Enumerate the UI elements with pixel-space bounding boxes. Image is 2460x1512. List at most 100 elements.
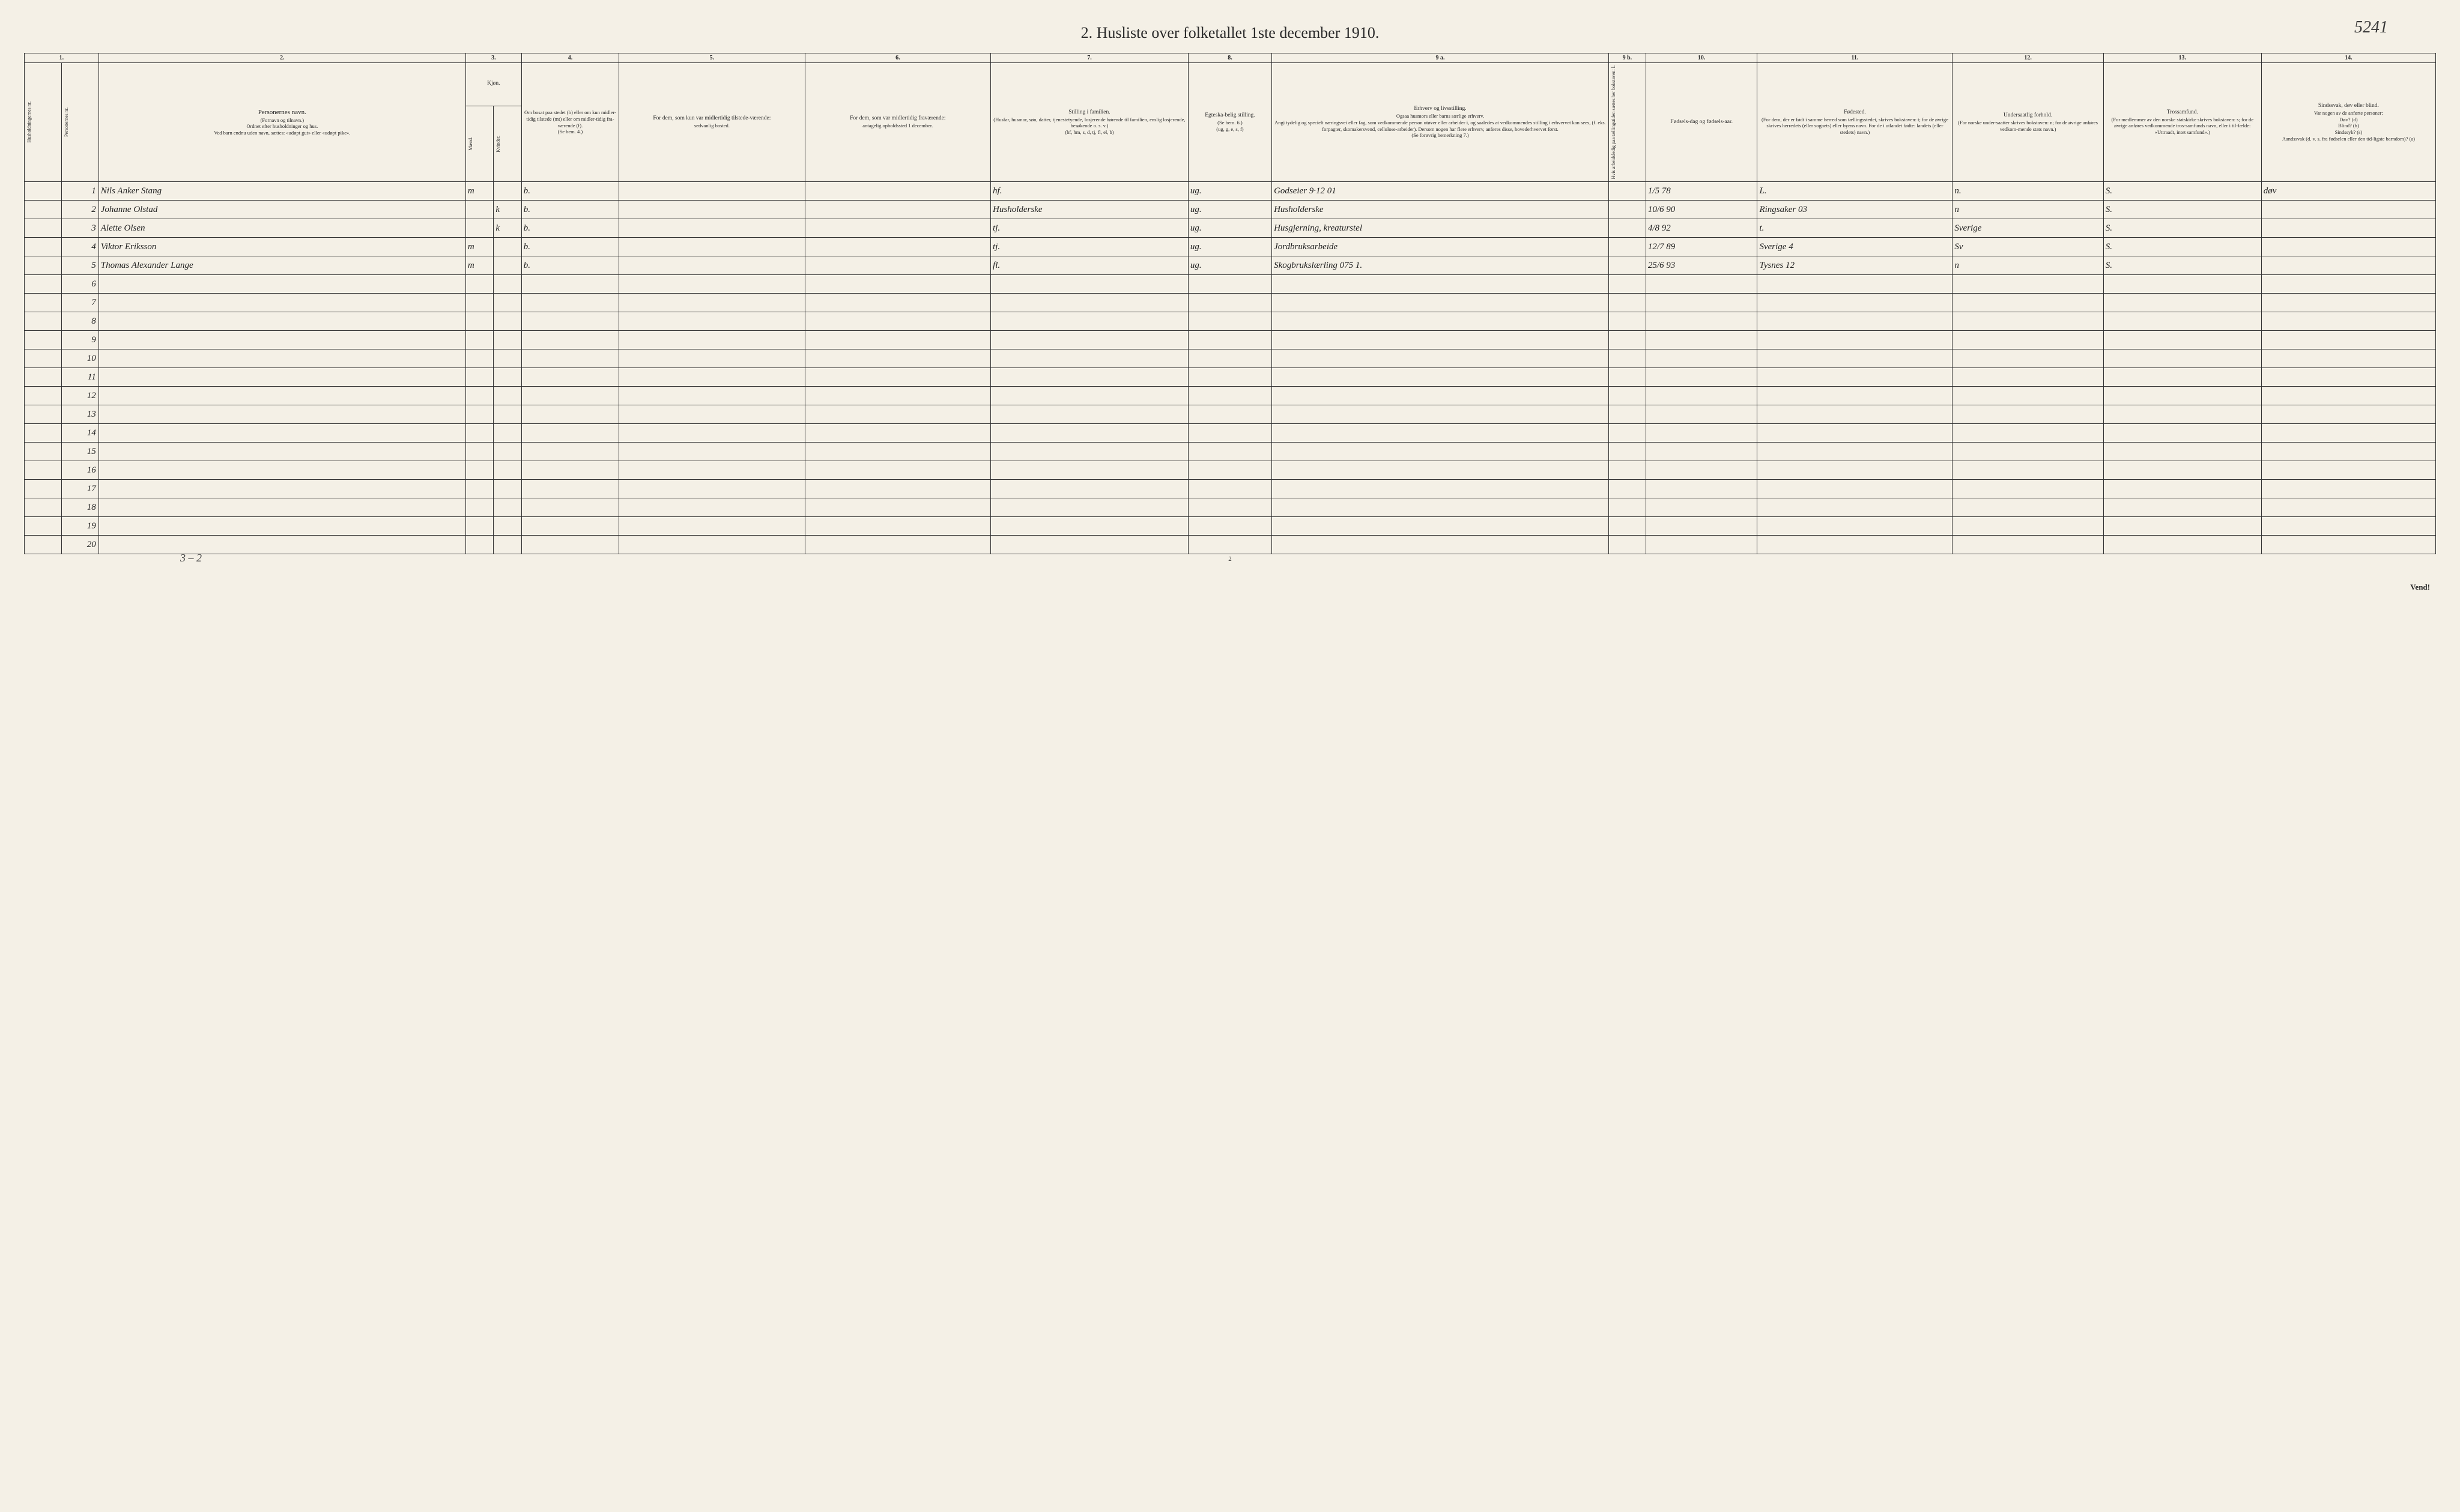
cell-temp-present [619,387,805,405]
cell-occupation [1272,275,1609,294]
cell-family-pos [991,275,1189,294]
cell-dob [1646,480,1757,498]
hdr-nationality: Undersaatlig forhold. (For norske under-… [1953,63,2103,182]
cell-temp-present [619,219,805,238]
cell-birthplace [1757,331,1953,349]
colnum-5: 5. [619,53,805,63]
colnum-13: 13. [2103,53,2261,63]
cell-religion [2103,405,2261,424]
cell-occupation [1272,331,1609,349]
cell-temp-absent [805,424,990,443]
cell-unemployed [1608,312,1646,331]
cell-temp-present [619,294,805,312]
table-row: 17 [25,480,2436,498]
colnum-7: 7. [991,53,1189,63]
cell-nationality [1953,536,2103,554]
colnum-2: 2. [98,53,465,63]
cell-temp-present [619,461,805,480]
cell-birthplace: Sverige 4 [1757,238,1953,256]
hdr-occupation: Erhverv og livsstilling. Ogsaa husmors e… [1272,63,1609,182]
cell-disability [2261,424,2435,443]
cell-marital [1188,387,1271,405]
cell-name [98,387,465,405]
cell-residence [521,349,619,368]
cell-residence: b. [521,219,619,238]
cell-person-nr: 10 [61,349,98,368]
hdr-name: Personernes navn. (Fornavn og tilnavn.) … [98,63,465,182]
cell-person-nr: 19 [61,517,98,536]
colnum-9a: 9 a. [1272,53,1609,63]
cell-temp-absent [805,517,990,536]
cell-religion [2103,275,2261,294]
cell-household-nr [25,387,62,405]
cell-temp-absent [805,201,990,219]
cell-temp-absent [805,498,990,517]
cell-temp-absent [805,405,990,424]
cell-disability [2261,498,2435,517]
cell-nationality: n. [1953,182,2103,201]
cell-birthplace [1757,368,1953,387]
cell-residence [521,536,619,554]
cell-household-nr [25,256,62,275]
cell-marital [1188,443,1271,461]
cell-person-nr: 9 [61,331,98,349]
cell-occupation [1272,498,1609,517]
hdr-birthplace: Fødested. (For dem, der er født i samme … [1757,63,1953,182]
cell-nationality: n [1953,256,2103,275]
cell-person-nr: 17 [61,480,98,498]
cell-occupation [1272,517,1609,536]
cell-unemployed [1608,331,1646,349]
cell-name [98,368,465,387]
cell-residence [521,331,619,349]
cell-nationality [1953,517,2103,536]
cell-temp-absent [805,182,990,201]
cell-religion: S. [2103,238,2261,256]
cell-religion [2103,349,2261,368]
cell-marital [1188,461,1271,480]
colnum-6: 6. [805,53,990,63]
table-row: 4Viktor Erikssonmb.tj.ug.Jordbruksarbeid… [25,238,2436,256]
cell-name [98,517,465,536]
cell-marital [1188,498,1271,517]
cell-name [98,331,465,349]
cell-family-pos [991,349,1189,368]
cell-disability [2261,517,2435,536]
cell-dob [1646,443,1757,461]
table-row: 9 [25,331,2436,349]
cell-unemployed [1608,294,1646,312]
cell-name [98,480,465,498]
cell-occupation [1272,536,1609,554]
table-row: 3Alette Olsenkb.tj.ug.Husgjerning, kreat… [25,219,2436,238]
cell-temp-present [619,368,805,387]
turn-over-label: Vend! [24,582,2436,592]
cell-name [98,424,465,443]
cell-nationality [1953,480,2103,498]
cell-sex-k [494,480,521,498]
table-row: 16 [25,461,2436,480]
cell-marital: ug. [1188,238,1271,256]
table-row: 11 [25,368,2436,387]
cell-residence: b. [521,182,619,201]
cell-temp-absent [805,219,990,238]
cell-person-nr: 13 [61,405,98,424]
cell-birthplace: Ringsaker 03 [1757,201,1953,219]
cell-disability [2261,331,2435,349]
table-row: 10 [25,349,2436,368]
cell-occupation [1272,424,1609,443]
cell-dob [1646,424,1757,443]
cell-person-nr: 15 [61,443,98,461]
table-row: 7 [25,294,2436,312]
cell-residence [521,480,619,498]
cell-occupation: Husholderske [1272,201,1609,219]
cell-family-pos [991,536,1189,554]
cell-marital [1188,480,1271,498]
table-row: 5Thomas Alexander Langemb.fl.ug.Skogbruk… [25,256,2436,275]
cell-name [98,275,465,294]
cell-marital [1188,536,1271,554]
cell-occupation [1272,294,1609,312]
cell-household-nr [25,424,62,443]
cell-marital [1188,294,1271,312]
cell-occupation: Skogbrukslærling 075 1. [1272,256,1609,275]
cell-unemployed [1608,461,1646,480]
cell-temp-present [619,480,805,498]
